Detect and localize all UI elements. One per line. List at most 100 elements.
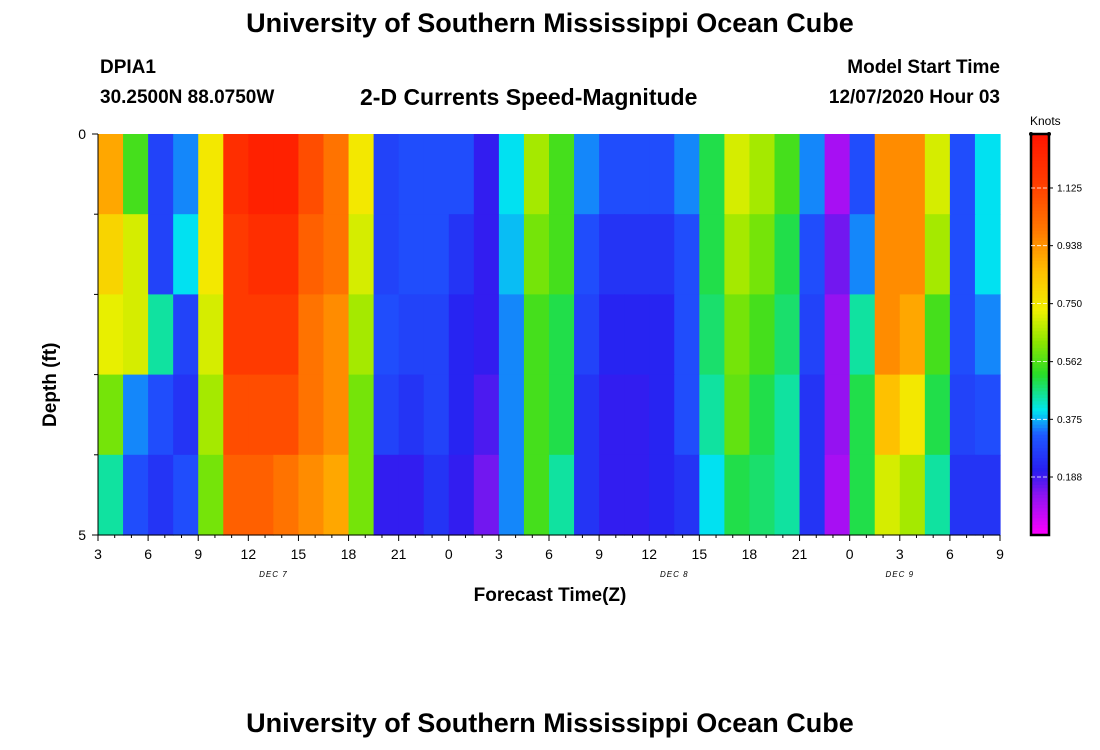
heatmap-cell (398, 294, 425, 376)
x-tick-label: 6 (946, 546, 954, 562)
colorbar-segment (1031, 438, 1049, 443)
heatmap-cell (523, 454, 550, 536)
colorbar-segment (1031, 418, 1049, 422)
heatmap-cell (824, 214, 851, 295)
colorbar-segment (1031, 451, 1049, 456)
heatmap-cell (298, 214, 325, 295)
colorbar-segment (1031, 160, 1049, 165)
heatmap-cell (874, 294, 901, 376)
heatmap-cell (624, 214, 650, 295)
colorbar-segment (1031, 357, 1049, 362)
colorbar-segment (1031, 137, 1049, 142)
colorbar-segment (1031, 247, 1049, 252)
heatmap-cell (724, 454, 751, 536)
colorbar-segment (1031, 518, 1049, 523)
heatmap-cell (473, 294, 500, 376)
colorbar-segment (1031, 167, 1049, 172)
heatmap-cell (348, 374, 375, 456)
heatmap-cell (549, 454, 575, 536)
heatmap-cell (298, 294, 325, 376)
heatmap-cell (123, 294, 149, 376)
heatmap-cell (423, 454, 450, 536)
heatmap-cell (423, 214, 450, 295)
colorbar-segment (1031, 287, 1049, 292)
heatmap-cell (649, 294, 675, 376)
heatmap-cell (874, 454, 901, 536)
colorbar-segment (1031, 260, 1049, 265)
x-tick-label: 9 (595, 546, 603, 562)
colorbar-segment (1031, 294, 1049, 299)
heatmap-cell (849, 374, 876, 456)
heatmap-cell (599, 134, 625, 215)
heatmap-cell (173, 374, 199, 456)
heatmap-cell (849, 294, 876, 376)
heatmap-cell (123, 374, 149, 456)
colorbar-segment (1031, 304, 1049, 309)
colorbar-segment (1031, 481, 1049, 486)
heatmap-cell (323, 294, 350, 376)
colorbar-segment (1031, 491, 1049, 496)
heatmap-cell (699, 294, 725, 376)
heatmap-cell (473, 374, 500, 456)
colorbar-tick-label: 0.375 (1057, 415, 1082, 426)
x-tick-label: 9 (194, 546, 202, 562)
x-tick-label: 3 (896, 546, 904, 562)
heatmap-cell (473, 214, 500, 295)
colorbar-segment (1031, 354, 1049, 359)
colorbar-segment (1031, 521, 1049, 526)
colorbar-segment (1031, 254, 1049, 259)
y-tick-label: 5 (78, 527, 86, 543)
heatmap-cell (924, 454, 951, 536)
heatmap-cell (749, 294, 776, 376)
heatmap-cell (348, 134, 375, 215)
heatmap-cell (148, 134, 174, 215)
colorbar-segment (1031, 184, 1049, 189)
colorbar-segment (1031, 244, 1049, 249)
colorbar-segment (1031, 190, 1049, 195)
heatmap-cell (949, 454, 976, 536)
heatmap-cell (799, 134, 826, 215)
colorbar-segment (1031, 401, 1049, 406)
colorbar-segment (1031, 484, 1049, 489)
colorbar-segment (1031, 434, 1049, 439)
heatmap-cell (273, 454, 300, 536)
colorbar-segment (1031, 428, 1049, 433)
heatmap-cell (724, 134, 751, 215)
colorbar-segment (1031, 501, 1049, 506)
heatmap-cell (899, 214, 926, 295)
heatmap-cell (448, 374, 475, 456)
heatmap-cell (599, 454, 625, 536)
colorbar-unit-label: Knots (1030, 114, 1061, 128)
colorbar-segment (1031, 504, 1049, 509)
heatmap-cell (699, 454, 725, 536)
heatmap-cell (899, 374, 926, 456)
heatmap-cell (574, 294, 600, 376)
colorbar-segment (1031, 514, 1049, 519)
colorbar-tick-label: 0.562 (1057, 357, 1082, 368)
heatmap-cell (874, 374, 901, 456)
heatmap-cell (223, 454, 249, 536)
heatmap-cell (724, 294, 751, 376)
colorbar-segment (1031, 317, 1049, 322)
heatmap-cell (624, 454, 650, 536)
heatmap-cell (123, 454, 149, 536)
heatmap-cell (599, 374, 625, 456)
heatmap-cell (699, 374, 725, 456)
x-tick-label: 3 (94, 546, 102, 562)
heatmap-cell (574, 374, 600, 456)
colorbar-segment (1031, 197, 1049, 202)
heatmap-cell (574, 454, 600, 536)
colorbar-segment (1031, 200, 1049, 205)
heatmap-cell (373, 134, 400, 215)
heatmap-cell (98, 134, 124, 215)
heatmap-cell (549, 374, 575, 456)
heatmap-cell (98, 294, 124, 376)
colorbar-segment (1031, 157, 1049, 162)
heatmap-cell (749, 374, 776, 456)
colorbar-segment (1031, 224, 1049, 229)
heatmap-cell (824, 374, 851, 456)
heatmap-cell (924, 374, 951, 456)
heatmap-cell (849, 214, 876, 295)
colorbar-segment (1031, 351, 1049, 356)
